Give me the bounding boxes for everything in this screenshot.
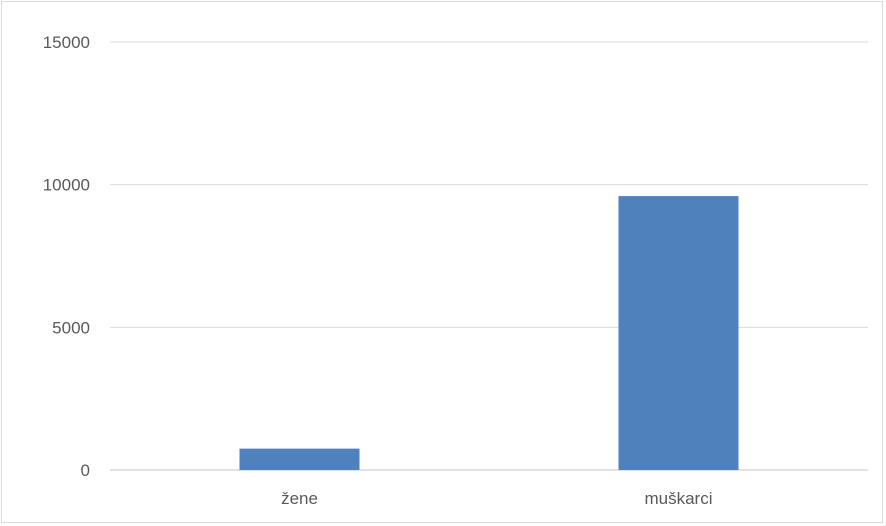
bar-1: [618, 196, 739, 470]
y-tick-label: 0: [81, 461, 90, 480]
bars: [239, 196, 739, 470]
gridlines: [110, 41, 868, 471]
y-tick-label: 15000: [43, 33, 90, 52]
bar-0: [239, 448, 360, 470]
y-axis-ticks: 0 5000 10000 15000: [43, 33, 90, 480]
x-category-label: žene: [281, 489, 318, 508]
y-tick-label: 5000: [52, 318, 90, 337]
x-category-label: muškarci: [644, 489, 712, 508]
x-axis-categories: žene muškarci: [281, 489, 712, 508]
y-tick-label: 10000: [43, 176, 90, 195]
